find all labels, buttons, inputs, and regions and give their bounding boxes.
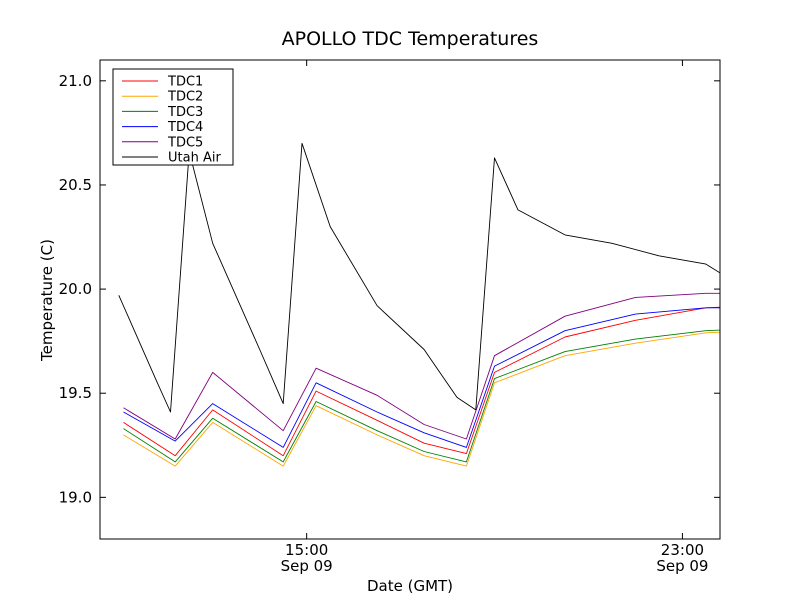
- x-tick-label-date: Sep 09: [656, 557, 708, 575]
- legend-label-tdc3: TDC3: [167, 105, 203, 120]
- x-axis-label: Date (GMT): [367, 577, 453, 595]
- legend-label-tdc1: TDC1: [167, 75, 203, 90]
- plot-area: [99, 59, 721, 540]
- y-axis-label: Temperature (C): [38, 239, 56, 362]
- series-line-utah-air: [118, 142, 720, 413]
- legend-label-tdc5: TDC5: [167, 135, 203, 150]
- legend-label-utah-air: Utah Air: [168, 151, 221, 166]
- series-line-tdc5: [123, 292, 720, 440]
- series-line-tdc1: [123, 306, 720, 457]
- y-tick-label: 19.0: [59, 488, 92, 506]
- series-line-tdc3: [123, 329, 720, 463]
- y-tick-label: 21.0: [59, 72, 92, 90]
- y-tick-label: 20.5: [59, 176, 92, 194]
- chart-title: APOLLO TDC Temperatures: [282, 28, 539, 50]
- axis-ticks: [100, 60, 720, 539]
- series-lines: [118, 142, 720, 467]
- series-line-tdc4: [123, 307, 720, 448]
- legend-label-tdc4: TDC4: [167, 120, 203, 135]
- x-tick-label-time: 15:00: [285, 541, 328, 559]
- y-tick-label: 19.5: [59, 384, 92, 402]
- plot-frame: [99, 59, 721, 540]
- x-tick-label-date: Sep 09: [281, 557, 333, 575]
- legend-box: [112, 68, 234, 166]
- series-line-tdc2: [123, 331, 720, 467]
- y-tick-label: 20.0: [59, 280, 92, 298]
- legend-label-tdc2: TDC2: [167, 90, 203, 105]
- x-tick-label-time: 23:00: [661, 541, 704, 559]
